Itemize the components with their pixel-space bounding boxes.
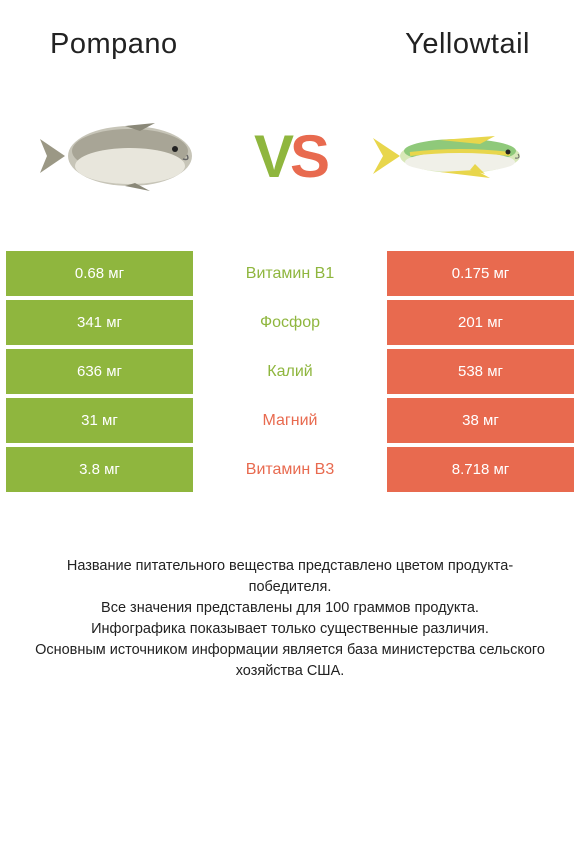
nutrient-label: Витамин B1 [193,251,387,296]
vs-v-letter: V [254,123,290,190]
right-value-cell: 8.718 мг [387,447,574,492]
table-row: 341 мгФосфор201 мг [6,300,574,345]
yellowtail-image [360,91,550,221]
right-value-cell: 0.175 мг [387,251,574,296]
left-value-cell: 31 мг [6,398,193,443]
nutrient-label: Калий [193,349,387,394]
table-row: 0.68 мгВитамин B10.175 мг [6,251,574,296]
footer-text: Название питательного вещества представл… [0,496,580,702]
right-value-cell: 201 мг [387,300,574,345]
footer-line-1: Название питательного вещества представл… [30,556,550,598]
vs-s-letter: S [290,123,326,190]
pompano-image [30,91,220,221]
left-value-cell: 0.68 мг [6,251,193,296]
left-product-title: Pompano [50,28,178,61]
right-value-cell: 538 мг [387,349,574,394]
table-row: 3.8 мгВитамин B38.718 мг [6,447,574,492]
nutrient-label: Витамин B3 [193,447,387,492]
left-value-cell: 636 мг [6,349,193,394]
footer-line-4: Основным источником информации является … [30,640,550,682]
left-value-cell: 341 мг [6,300,193,345]
right-value-cell: 38 мг [387,398,574,443]
header-row: Pompano Yellowtail [0,0,580,71]
nutrient-label: Магний [193,398,387,443]
table-row: 31 мгМагний38 мг [6,398,574,443]
images-row: VS [0,71,580,251]
comparison-table: 0.68 мгВитамин B10.175 мг341 мгФосфор201… [0,251,580,492]
table-row: 636 мгКалий538 мг [6,349,574,394]
right-product-title: Yellowtail [405,28,530,61]
nutrient-label: Фосфор [193,300,387,345]
footer-line-2: Все значения представлены для 100 граммо… [30,598,550,619]
left-value-cell: 3.8 мг [6,447,193,492]
vs-label: VS [254,122,326,191]
footer-line-3: Инфографика показывает только существенн… [30,619,550,640]
